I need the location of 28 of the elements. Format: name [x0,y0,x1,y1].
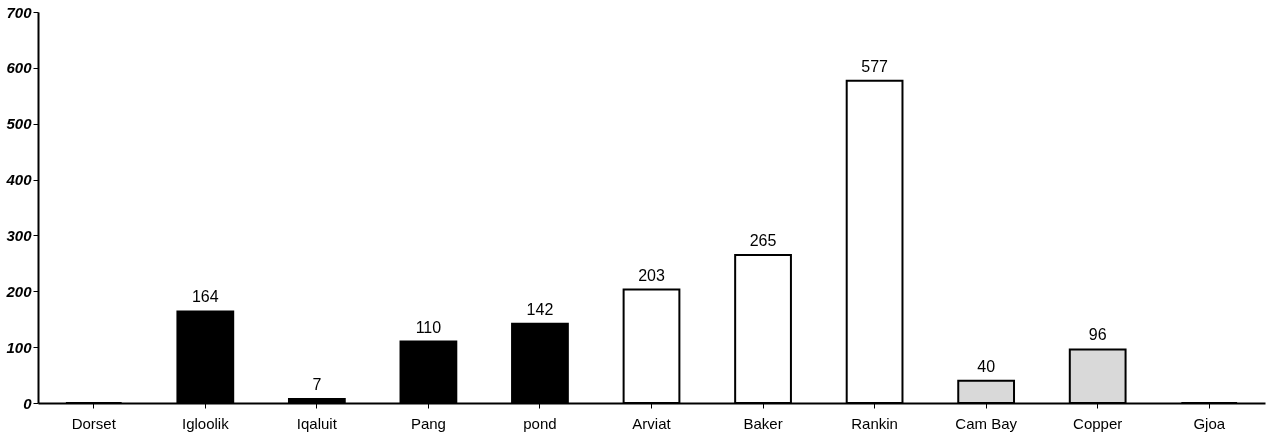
y-tick-label: 600 [6,59,33,77]
y-tick-label: 100 [6,338,33,356]
x-tick-label: Copper [1073,414,1123,432]
y-tick-label: 0 [23,394,33,412]
x-tick-label: Iqaluit [296,414,338,432]
data-label: 164 [191,288,219,306]
x-tick-label: pond [523,414,557,432]
data-label: 265 [749,231,777,249]
data-label: 203 [638,266,665,284]
data-label: 110 [415,318,442,336]
data-label: 7 [312,376,322,394]
y-tick-label: 500 [6,115,33,133]
data-label: 40 [977,357,996,375]
x-tick-label: Pang [410,414,446,432]
x-tick-label: Rankin [851,414,898,432]
data-label: 96 [1088,326,1107,344]
x-tick-label: Gjoa [1193,414,1226,432]
x-tick-label: Arviat [632,414,672,432]
x-tick-label: Igloolik [181,414,230,432]
y-tick-label: 400 [5,171,33,189]
y-tick-label: 300 [6,226,33,244]
x-tick-label: Cam Bay [955,414,1018,432]
y-tick-label: 200 [5,282,33,300]
y-tick-label: 700 [6,3,33,21]
data-label: 577 [861,57,889,75]
x-tick-label: Dorset [71,414,117,432]
data-label: 142 [526,300,554,318]
x-tick-label: Baker [743,414,783,432]
